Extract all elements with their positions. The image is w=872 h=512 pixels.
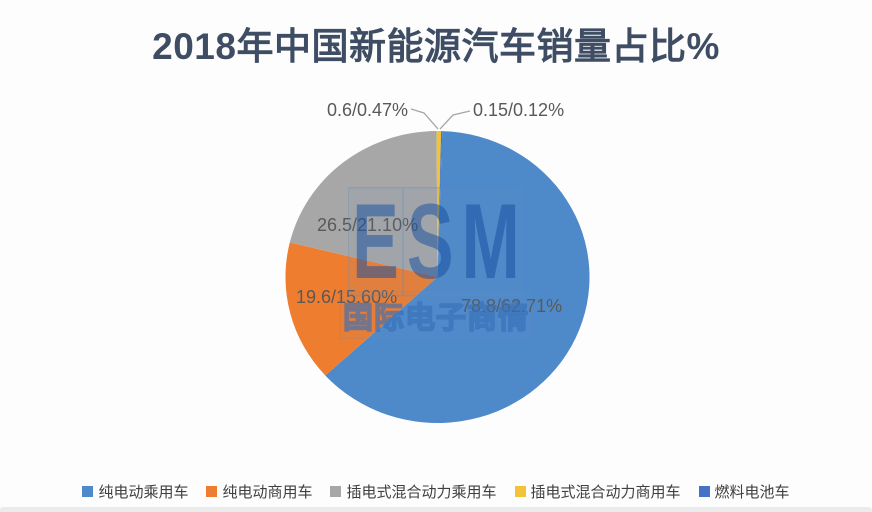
legend-item-4: 燃料电池车 xyxy=(698,481,790,502)
legend: 纯电动乘用车 纯电动商用车 插电式混合动力乘用车 插电式混合动力商用车 燃料电池车 xyxy=(0,481,872,502)
legend-label: 插电式混合动力乘用车 xyxy=(346,484,497,501)
pie-slice-3 xyxy=(436,130,442,277)
legend-item-0: 纯电动乘用车 xyxy=(82,481,188,502)
pie-slice-1 xyxy=(285,242,438,376)
leader-line-1 xyxy=(439,110,471,130)
legend-swatch-icon xyxy=(514,486,526,497)
data-label-0: 78.8/62.71% xyxy=(461,296,563,316)
pie-slice-0 xyxy=(325,131,590,424)
pie-slice-4 xyxy=(437,131,443,277)
data-label-1: 19.6/15.60% xyxy=(296,287,398,307)
data-label-3: 0.6/0.47% xyxy=(326,100,408,120)
watermark-subtitle: 国际电子商情 xyxy=(339,291,533,339)
legend-swatch-icon xyxy=(698,486,710,497)
pie-slice-2 xyxy=(289,131,438,277)
bottom-divider xyxy=(0,507,872,512)
legend-swatch-icon xyxy=(82,486,94,497)
legend-item-3: 插电式混合动力商用车 xyxy=(514,481,681,502)
chart-title: 2018年中国新能源汽车销量占比% xyxy=(152,26,720,67)
legend-item-1: 纯电动商用车 xyxy=(206,481,312,502)
legend-label: 纯电动商用车 xyxy=(222,484,313,501)
legend-swatch-icon xyxy=(206,486,218,497)
leader-line-0 xyxy=(410,108,439,130)
data-label-2: 26.5/21.10% xyxy=(317,215,419,235)
legend-label: 插电式混合动力商用车 xyxy=(530,484,681,501)
legend-swatch-icon xyxy=(330,486,342,497)
legend-label: 纯电动乘用车 xyxy=(98,484,189,501)
legend-label: 燃料电池车 xyxy=(714,484,790,501)
legend-item-2: 插电式混合动力乘用车 xyxy=(330,481,497,502)
data-label-4: 0.15/0.12% xyxy=(473,100,565,120)
